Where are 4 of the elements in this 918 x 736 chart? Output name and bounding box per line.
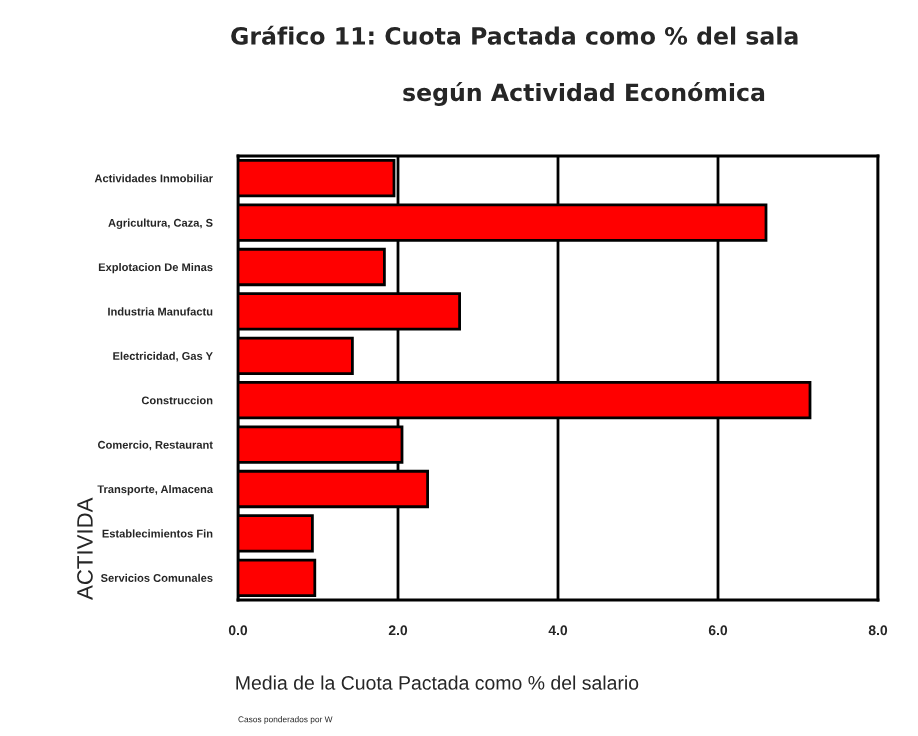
x-axis-title: Media de la Cuota Pactada como % del salario xyxy=(236,675,639,690)
chart-title: Gráfico 11: Cuota Pactada como % del sala xyxy=(231,25,798,45)
chart-subtitle: según Actividad Económica xyxy=(403,82,765,106)
y-axis-title: ACTIVIDA xyxy=(77,497,93,600)
